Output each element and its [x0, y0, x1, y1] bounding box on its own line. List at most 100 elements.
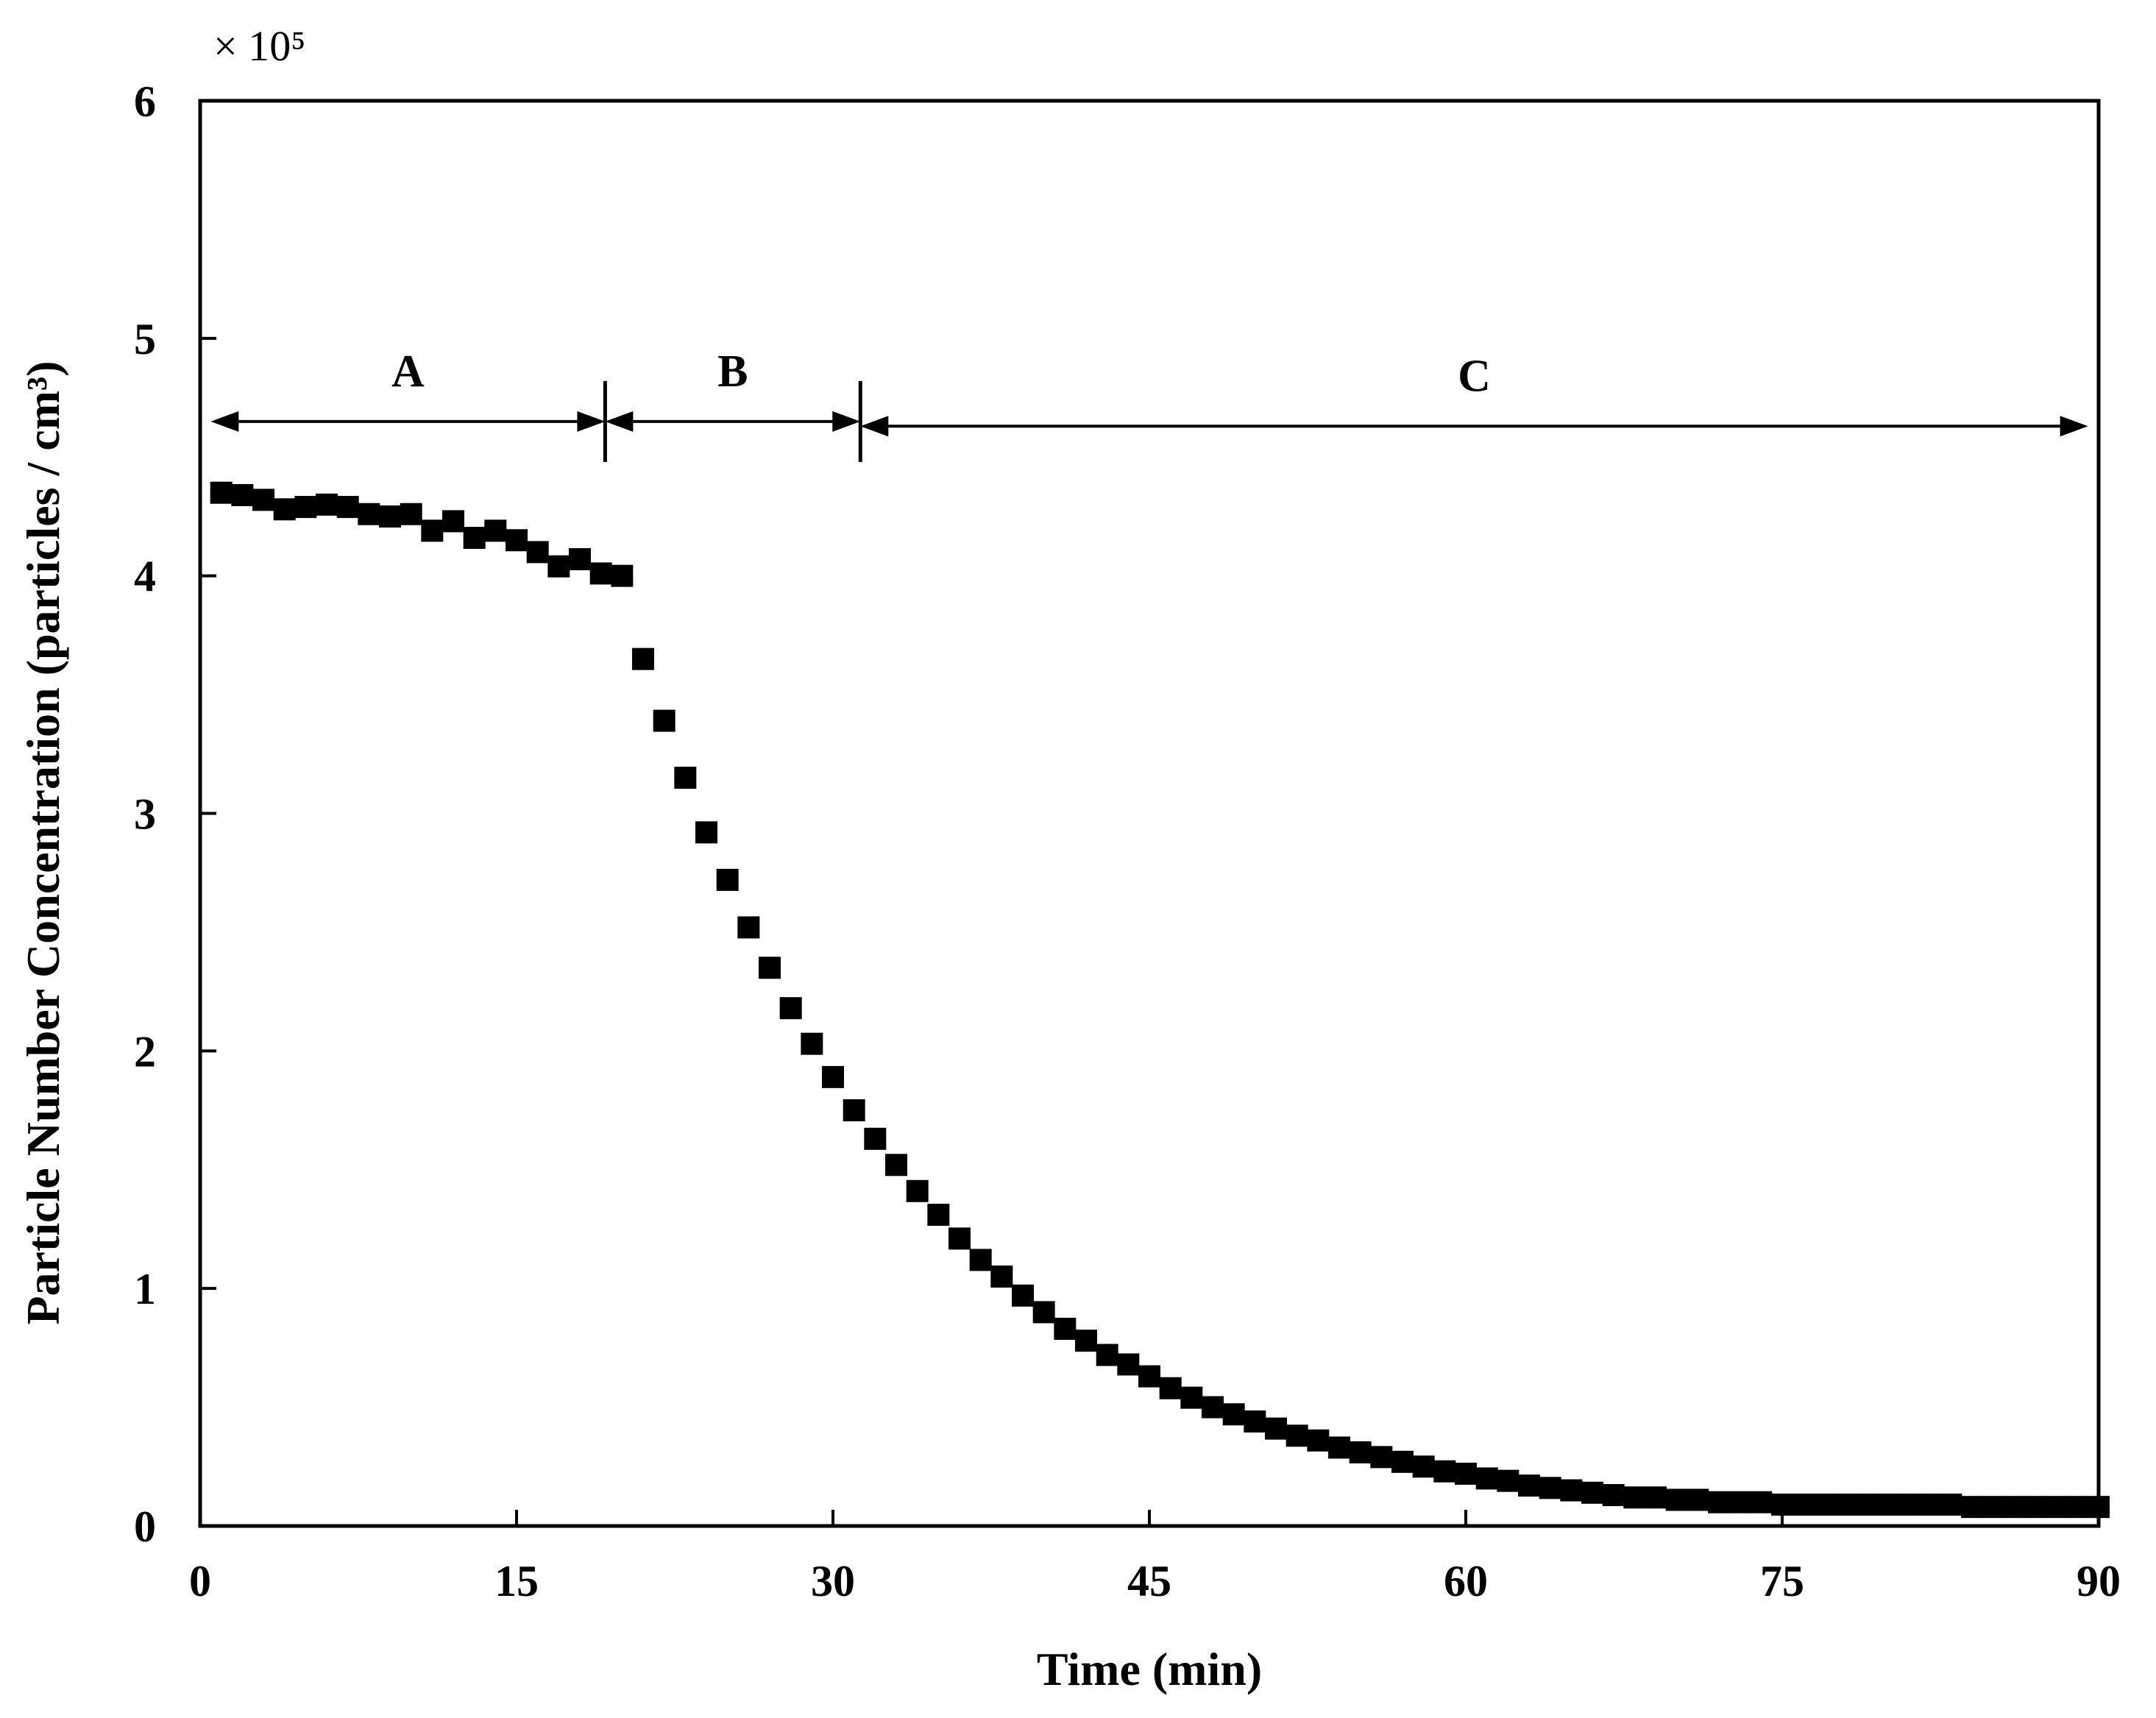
data-point: [1370, 1446, 1393, 1469]
data-point: [2003, 1496, 2026, 1519]
data-point: [885, 1154, 907, 1176]
data-point: [1433, 1460, 1456, 1483]
data-point: [1475, 1467, 1498, 1490]
data-point: [1560, 1479, 1583, 1502]
data-point: [1244, 1410, 1266, 1433]
data-point: [611, 564, 634, 587]
phase-label: C: [1458, 351, 1491, 401]
data-point: [1054, 1318, 1077, 1341]
data-point: [927, 1204, 950, 1227]
y-tick-label: 6: [134, 77, 156, 126]
data-point: [1813, 1493, 1836, 1516]
data-point: [1728, 1491, 1751, 1513]
data-point: [801, 1032, 823, 1055]
data-point: [1898, 1493, 1920, 1516]
data-point: [1138, 1365, 1160, 1388]
data-point: [2066, 1496, 2089, 1519]
data-point: [1539, 1477, 1561, 1499]
data-point: [1159, 1377, 1182, 1399]
x-axis-title: Time (min): [1037, 1643, 1262, 1695]
data-point: [1497, 1469, 1520, 1492]
data-point: [1412, 1455, 1435, 1478]
data-point: [1876, 1493, 1899, 1516]
data-point: [864, 1127, 887, 1150]
data-point: [1265, 1417, 1287, 1440]
x-tick-label: 0: [189, 1557, 211, 1605]
data-point: [1349, 1441, 1372, 1463]
y-tick-label: 0: [134, 1502, 156, 1551]
phase-arrow-head-left: [605, 411, 634, 432]
data-point: [737, 916, 760, 939]
data-point: [1771, 1493, 1793, 1516]
y-tick-label: 1: [134, 1265, 156, 1313]
data-point: [547, 555, 570, 578]
x-tick-label: 90: [2077, 1557, 2121, 1605]
phase-label: B: [717, 347, 748, 397]
data-point: [1687, 1488, 1709, 1511]
phase-arrow-head-right: [2060, 416, 2088, 437]
data-point: [695, 821, 717, 844]
data-points: [210, 481, 2110, 1519]
data-point: [316, 493, 338, 516]
x-tick-label: 60: [1444, 1557, 1488, 1605]
data-point: [1180, 1386, 1203, 1409]
data-point: [1455, 1462, 1477, 1485]
data-point: [822, 1065, 844, 1088]
phase-arrow-head-left: [860, 416, 889, 437]
data-point: [400, 503, 422, 525]
data-point: [906, 1179, 929, 1202]
data-point: [1834, 1493, 1857, 1516]
data-point: [1645, 1486, 1667, 1509]
data-point: [273, 498, 296, 521]
data-point: [1940, 1493, 1962, 1516]
data-point: [379, 505, 401, 528]
data-point: [1222, 1403, 1245, 1426]
x-tick-label: 75: [1760, 1557, 1804, 1605]
data-point: [463, 527, 486, 550]
data-point: [1792, 1493, 1815, 1516]
data-point: [653, 709, 675, 732]
phase-arrow-head-right: [832, 411, 861, 432]
data-point: [1202, 1396, 1224, 1419]
data-point: [358, 503, 380, 525]
data-point: [1012, 1284, 1034, 1307]
data-point: [1286, 1424, 1308, 1447]
y-axis-title: Particle Number Concentration (particles…: [17, 361, 69, 1324]
data-point: [1307, 1429, 1330, 1452]
y-axis-multiplier: × 10⁵: [213, 22, 305, 70]
data-point: [1918, 1493, 1941, 1516]
data-point: [1518, 1474, 1540, 1497]
data-point: [1117, 1353, 1140, 1376]
data-point: [1623, 1486, 1646, 1509]
data-point: [948, 1227, 971, 1250]
x-tick-label: 30: [811, 1557, 855, 1605]
data-point: [589, 562, 612, 585]
y-tick-label: 3: [134, 790, 156, 839]
data-point: [2024, 1496, 2046, 1519]
data-point: [1096, 1343, 1118, 1366]
data-point: [526, 541, 549, 564]
data-point: [1602, 1484, 1625, 1507]
x-tick-label: 15: [494, 1557, 539, 1605]
y-tick-label: 4: [134, 553, 156, 601]
phase-arrow-head-left: [210, 411, 239, 432]
y-tick-label: 2: [134, 1027, 156, 1076]
data-point: [1391, 1450, 1414, 1473]
data-point: [1961, 1496, 1983, 1519]
phase-arrow-head-right: [577, 411, 606, 432]
y-axis-ticks: 0 1 2 3 4 5 6: [134, 77, 216, 1551]
phase-annotations: A B C: [210, 347, 2088, 462]
data-point: [632, 647, 654, 670]
y-tick-label: 5: [134, 315, 156, 363]
data-point: [336, 496, 359, 519]
data-point: [1750, 1491, 1773, 1513]
data-point: [421, 519, 444, 542]
data-point: [674, 767, 697, 789]
data-point: [506, 529, 528, 552]
data-point: [231, 483, 254, 506]
data-point: [990, 1266, 1013, 1288]
data-point: [1581, 1481, 1603, 1504]
data-point: [779, 997, 802, 1020]
data-point: [252, 489, 274, 511]
